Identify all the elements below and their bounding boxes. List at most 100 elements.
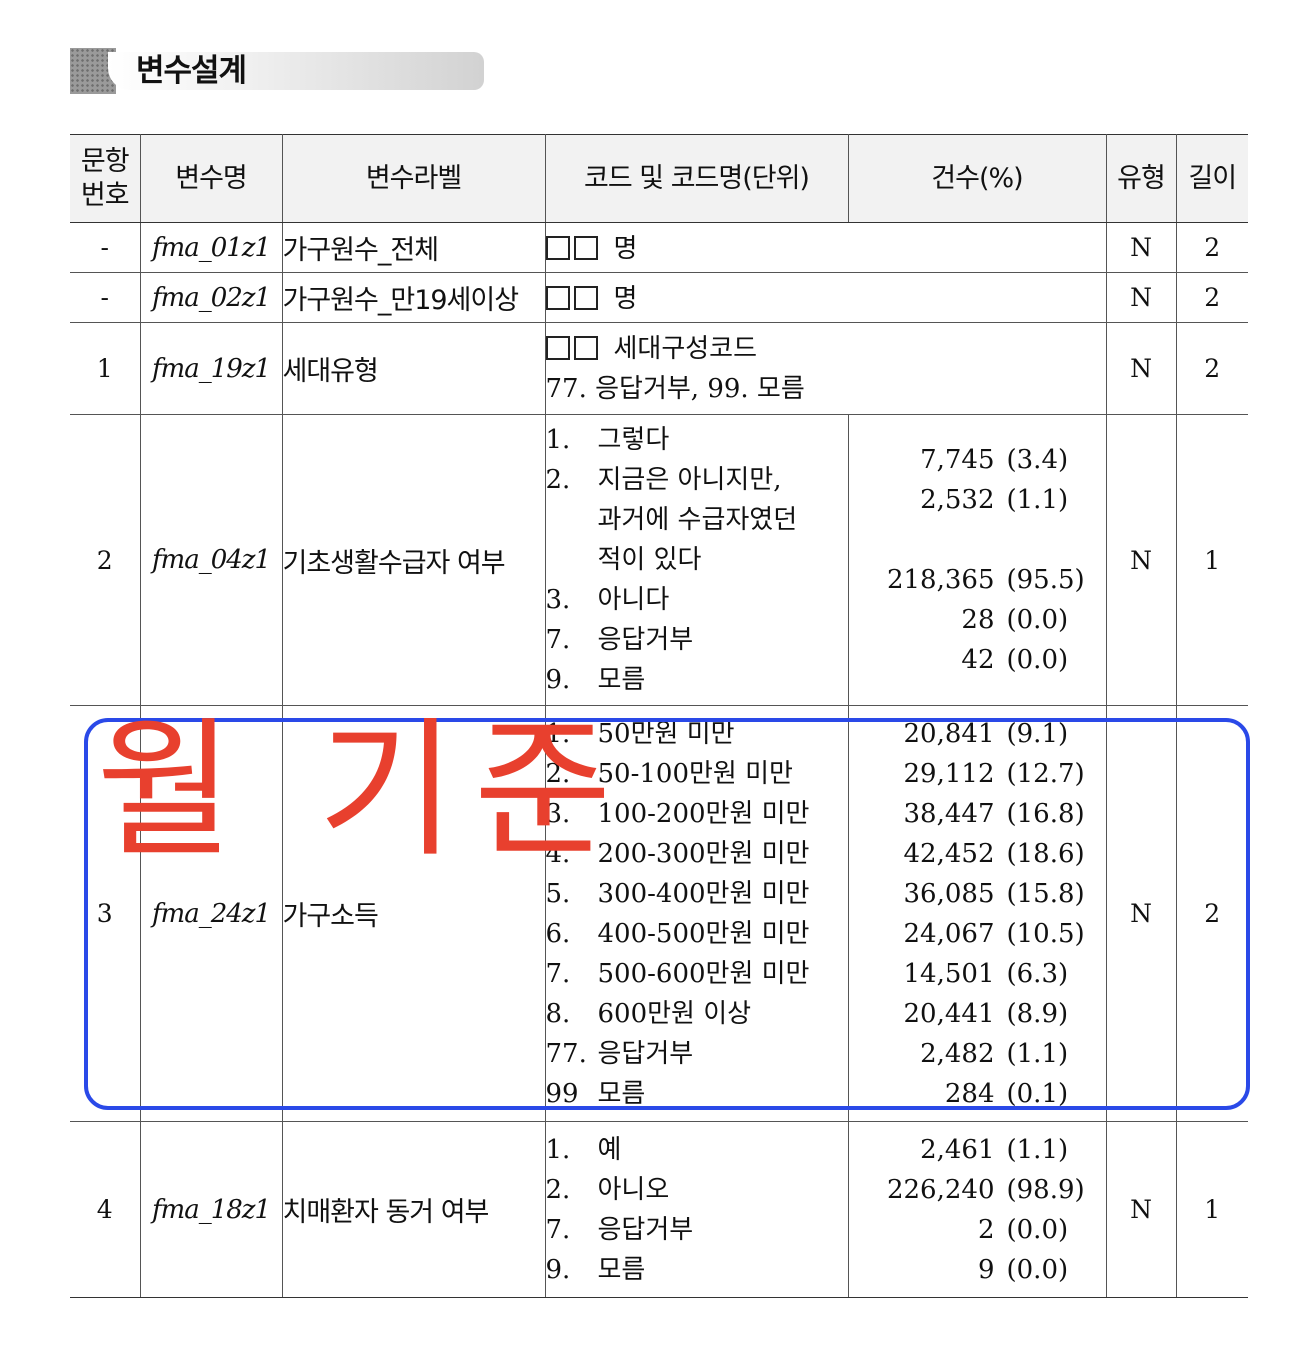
count-percent: (0.0) xyxy=(1006,605,1069,635)
section-title: 변수설계 xyxy=(136,53,247,89)
code-label: 응답거부 xyxy=(597,625,694,655)
count-value: 36,085 xyxy=(903,878,995,909)
count-value: 29,112 xyxy=(903,758,995,789)
variable-length: 1 xyxy=(1176,414,1248,706)
count-value: 20,841 xyxy=(903,718,995,749)
table-row: - fma_02z1 가구원수_만19세이상 명 N 2 xyxy=(70,272,1248,323)
variable-length: 1 xyxy=(1176,1121,1248,1298)
count-percent: (6.3) xyxy=(1006,958,1069,989)
count-percent: (1.1) xyxy=(1006,1134,1069,1165)
code-label: 400-500만원 미만 xyxy=(597,918,810,949)
unit-text: 명 xyxy=(613,283,638,314)
count-value: 14,501 xyxy=(903,958,995,989)
section-header-bar xyxy=(108,52,484,90)
count-list: 7,745 (3.4) 2,532 (1.1) 218,365 (95.5) 28 (0… xyxy=(848,414,1107,706)
code-label: 아니다 xyxy=(597,585,670,615)
code-key: 5. xyxy=(545,878,571,909)
code-label: 200-300만원 미만 xyxy=(597,838,810,869)
code-key: 2. xyxy=(545,1174,571,1205)
code-label: 50-100만원 미만 xyxy=(597,758,793,789)
code-key: 1. xyxy=(545,1134,571,1165)
unit-text: 명 xyxy=(613,233,638,264)
unit-text: 세대구성코드 xyxy=(613,333,758,364)
count-percent: (0.0) xyxy=(1006,1254,1069,1285)
variable-label: 세대유형 xyxy=(282,322,546,415)
code-key: 1. xyxy=(545,425,571,455)
code-extra: 77. 응답거부, 99. 모름 xyxy=(545,373,805,404)
digit-boxes xyxy=(545,232,602,272)
question-number: 1 xyxy=(70,322,141,415)
variable-name: fma_18z1 xyxy=(140,1121,283,1298)
count-value: 2,461 xyxy=(920,1134,995,1165)
count-percent: (8.9) xyxy=(1006,998,1069,1029)
count-percent: (98.9) xyxy=(1006,1174,1085,1205)
code-key: 9. xyxy=(545,665,571,695)
code-key: 7. xyxy=(545,1214,571,1245)
digit-boxes xyxy=(545,332,602,372)
count-list: 2,461 (1.1) 226,240 (98.9) 2 (0.0) 9 (0.0) xyxy=(848,1121,1107,1298)
count-value: 226,240 xyxy=(886,1174,995,1205)
header-type: 유형 xyxy=(1106,134,1177,223)
code-label: 600만원 이상 xyxy=(597,998,752,1029)
code-label: 과거에 수급자였던 xyxy=(597,505,798,535)
count-percent: (1.1) xyxy=(1006,1038,1069,1069)
count-percent: (3.4) xyxy=(1006,445,1069,475)
count-percent: (0.1) xyxy=(1006,1078,1069,1109)
question-number: - xyxy=(70,222,141,273)
count-value: 2 xyxy=(977,1214,995,1245)
count-percent: (15.8) xyxy=(1006,878,1085,909)
variable-label: 치매환자 동거 여부 xyxy=(282,1121,546,1298)
header-code: 코드 및 코드명(단위) xyxy=(545,134,849,223)
code-list: 1. 예 2. 아니오 7. 응답거부 9. 모름 xyxy=(545,1121,849,1298)
code-label: 그렇다 xyxy=(597,425,670,455)
variable-type: N xyxy=(1106,705,1177,1122)
code-cell: 세대구성코드 77. 응답거부, 99. 모름 xyxy=(545,322,1107,415)
count-percent: (9.1) xyxy=(1006,718,1069,749)
table-row: 4 fma_18z1 치매환자 동거 여부 1. 예 2. 아니오 7. 응답거부 9… xyxy=(70,1121,1248,1298)
count-list: 20,841 (9.1) 29,112 (12.7) 38,447 (16.8) 42… xyxy=(848,705,1107,1122)
code-label: 모름 xyxy=(597,1078,646,1109)
code-label: 아니오 xyxy=(597,1174,670,1205)
variable-label: 가구원수_만19세이상 xyxy=(282,272,546,323)
code-key: 7. xyxy=(545,625,571,655)
count-percent: (10.5) xyxy=(1006,918,1085,949)
count-value: 28 xyxy=(961,605,995,635)
code-key: 3. xyxy=(545,798,571,829)
section-header: 변수설계 xyxy=(70,48,484,94)
variable-length: 2 xyxy=(1176,322,1248,415)
count-value: 218,365 xyxy=(886,565,995,595)
table-row: 1 fma_19z1 세대유형 세대구성코드 77. 응답거부, 99. 모름 … xyxy=(70,322,1248,415)
variable-type: N xyxy=(1106,1121,1177,1298)
question-number: - xyxy=(70,272,141,323)
count-value: 2,482 xyxy=(920,1038,995,1069)
variable-type: N xyxy=(1106,322,1177,415)
header-variable-label: 변수라벨 xyxy=(282,134,546,223)
variable-name: fma_19z1 xyxy=(140,322,283,415)
count-percent: (1.1) xyxy=(1006,485,1069,515)
header-length: 길이 xyxy=(1176,134,1248,223)
count-percent: (95.5) xyxy=(1006,565,1085,595)
code-label: 100-200만원 미만 xyxy=(597,798,810,829)
code-cell: 명 xyxy=(545,222,1107,273)
count-value: 42,452 xyxy=(903,838,995,869)
table-row: - fma_01z1 가구원수_전체 명 N 2 xyxy=(70,222,1248,273)
table-header-row: 문항 번호 변수명 변수라벨 코드 및 코드명(단위) 건수(%) 유형 길이 xyxy=(70,134,1248,223)
variable-label: 기초생활수급자 여부 xyxy=(282,414,546,706)
question-number: 2 xyxy=(70,414,141,706)
variable-design-table: 문항 번호 변수명 변수라벨 코드 및 코드명(단위) 건수(%) 유형 길이 … xyxy=(70,134,1248,1298)
code-key: 6. xyxy=(545,918,571,949)
code-key: 2. xyxy=(545,758,571,789)
count-value: 284 xyxy=(944,1078,995,1109)
count-value: 38,447 xyxy=(903,798,995,829)
code-cell: 명 xyxy=(545,272,1107,323)
code-label: 50만원 미만 xyxy=(597,718,735,749)
variable-name: fma_01z1 xyxy=(140,222,283,273)
code-label: 모름 xyxy=(597,665,646,695)
count-value: 42 xyxy=(961,645,995,675)
code-label: 적이 있다 xyxy=(597,545,702,575)
header-question-number-text: 문항 번호 xyxy=(80,145,130,211)
variable-label: 가구원수_전체 xyxy=(282,222,546,273)
count-value: 7,745 xyxy=(920,445,995,475)
code-label: 응답거부 xyxy=(597,1038,694,1069)
count-percent: (12.7) xyxy=(1006,758,1085,789)
